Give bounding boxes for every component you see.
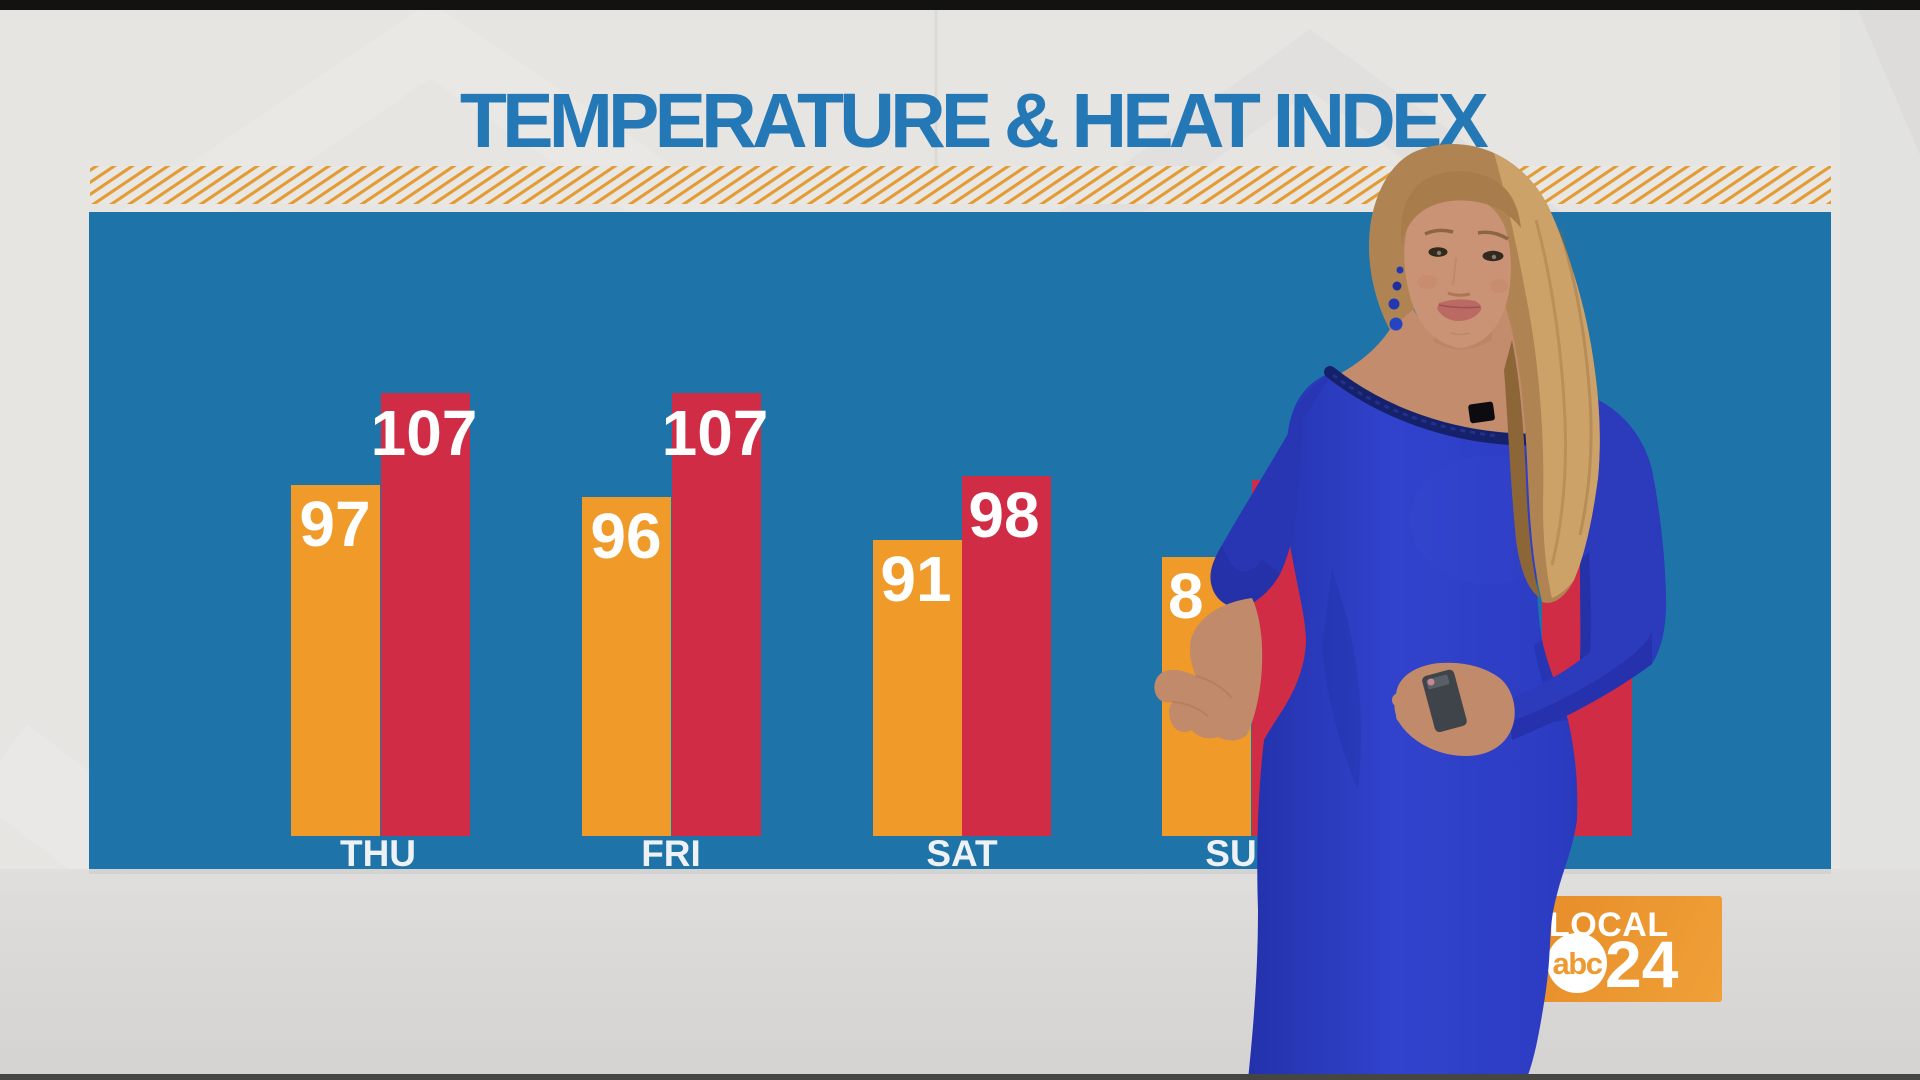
svg-text:107: 107: [662, 397, 769, 469]
svg-text:SAT: SAT: [926, 833, 998, 874]
svg-text:24: 24: [1605, 927, 1679, 1001]
svg-text:THU: THU: [340, 833, 416, 874]
svg-text:96: 96: [590, 500, 661, 572]
svg-text:SU: SU: [1205, 833, 1256, 874]
svg-text:107: 107: [371, 397, 478, 469]
svg-text:91: 91: [880, 543, 951, 615]
svg-text:FRI: FRI: [641, 833, 701, 874]
svg-text:TEMPERATURE & HEAT INDEX: TEMPERATURE & HEAT INDEX: [460, 78, 1489, 164]
svg-text:abc: abc: [1553, 946, 1603, 981]
svg-text:98: 98: [968, 479, 1039, 551]
svg-text:97: 97: [299, 488, 370, 560]
svg-text:8: 8: [1168, 560, 1204, 632]
